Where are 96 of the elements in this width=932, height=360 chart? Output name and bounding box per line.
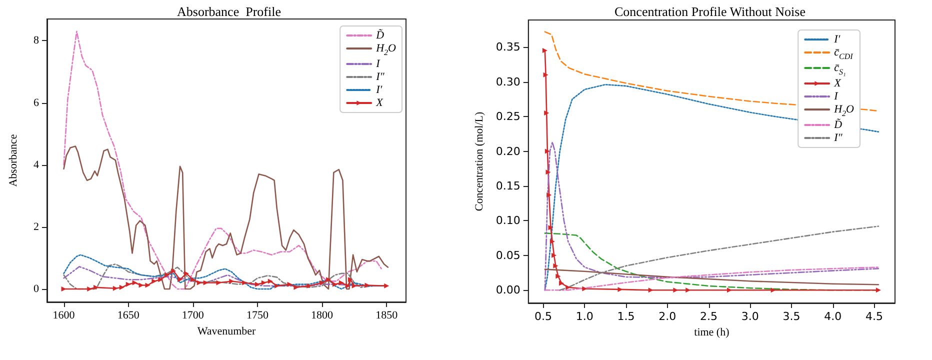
x-tick-label: 2.0 bbox=[658, 310, 676, 323]
legend-label: X bbox=[833, 78, 842, 90]
point bbox=[544, 110, 550, 116]
y-tick-label: 2 bbox=[34, 220, 39, 233]
point bbox=[546, 170, 551, 175]
x-tick-label: 1800 bbox=[311, 310, 334, 322]
legend-label: D̃ bbox=[375, 28, 384, 42]
point bbox=[119, 284, 124, 290]
point bbox=[190, 277, 196, 282]
point bbox=[306, 283, 312, 288]
point bbox=[384, 283, 390, 288]
point bbox=[178, 277, 183, 282]
point bbox=[196, 280, 202, 286]
point bbox=[556, 274, 561, 279]
x-tick-label: 1600 bbox=[52, 310, 76, 322]
legend-label: I′ bbox=[833, 34, 841, 46]
point bbox=[876, 288, 881, 293]
point bbox=[184, 270, 189, 276]
point bbox=[274, 283, 280, 288]
point bbox=[287, 282, 292, 287]
point bbox=[326, 277, 332, 282]
x-axis-title: time (h) bbox=[694, 326, 730, 338]
point bbox=[87, 286, 92, 292]
point bbox=[552, 252, 557, 258]
y-tick-label: 0.05 bbox=[496, 248, 520, 262]
y-tick-label: 0.35 bbox=[496, 40, 520, 54]
x-tick-label: 1700 bbox=[182, 310, 204, 322]
chart-title: Absorbance Profile bbox=[177, 4, 282, 19]
y-axis-title: Absorbance bbox=[8, 134, 20, 187]
point bbox=[542, 48, 548, 54]
legend-label: D̃ bbox=[833, 118, 842, 131]
x-tick-label: 0.5 bbox=[534, 310, 552, 323]
point bbox=[145, 282, 150, 288]
point bbox=[254, 282, 260, 287]
y-tick-label: 0.15 bbox=[496, 179, 520, 192]
point bbox=[352, 283, 357, 288]
point bbox=[566, 284, 571, 290]
legend-label: X bbox=[375, 97, 384, 109]
y-tick-label: 8 bbox=[34, 34, 40, 47]
point bbox=[338, 280, 344, 286]
y-axis-title: Concentration (mol/L) bbox=[474, 112, 486, 212]
point bbox=[112, 286, 118, 291]
line-series bbox=[63, 30, 382, 290]
point bbox=[126, 282, 131, 287]
x-tick-label: 1850 bbox=[376, 310, 398, 322]
x-tick-label: 4.0 bbox=[824, 310, 842, 323]
y-tick-label: 0.10 bbox=[496, 214, 520, 228]
point bbox=[261, 280, 266, 286]
legend-label: I bbox=[375, 58, 382, 70]
x-tick-label: 4.5 bbox=[866, 310, 884, 323]
y-tick-label: 0.25 bbox=[496, 110, 520, 124]
point bbox=[543, 72, 548, 78]
line-series bbox=[544, 266, 880, 291]
point bbox=[548, 225, 554, 230]
y-tick-label: 0.30 bbox=[496, 75, 520, 88]
legend-label: I′ bbox=[375, 84, 383, 96]
line-series bbox=[544, 142, 880, 291]
point bbox=[546, 192, 552, 198]
point bbox=[132, 280, 138, 286]
point bbox=[553, 263, 558, 268]
legend-label: I″ bbox=[833, 132, 843, 144]
point bbox=[268, 278, 273, 284]
point bbox=[203, 280, 208, 286]
point bbox=[558, 280, 564, 286]
point bbox=[294, 284, 299, 290]
x-tick-label: 3.0 bbox=[741, 310, 759, 323]
legend-label: I bbox=[833, 90, 840, 102]
point bbox=[216, 280, 222, 286]
y-tick-label: 0 bbox=[34, 282, 40, 295]
point bbox=[171, 268, 176, 274]
point bbox=[364, 282, 370, 288]
x-tick-label: 1.5 bbox=[617, 310, 635, 323]
point bbox=[544, 148, 550, 154]
point bbox=[345, 283, 350, 288]
y-tick-label: 4 bbox=[34, 158, 40, 171]
point bbox=[550, 239, 555, 244]
point bbox=[158, 277, 164, 282]
y-tick-label: 6 bbox=[34, 96, 40, 109]
line-series bbox=[63, 146, 389, 290]
x-tick-label: 1.0 bbox=[576, 310, 594, 323]
x-tick-label: 2.5 bbox=[700, 310, 718, 323]
y-tick-label: 0.00 bbox=[496, 284, 520, 297]
point bbox=[348, 277, 353, 282]
point bbox=[164, 272, 170, 278]
point bbox=[320, 280, 325, 286]
point bbox=[332, 282, 338, 287]
point bbox=[726, 288, 732, 293]
y-tick-label: 0.20 bbox=[496, 144, 520, 158]
x-tick-label: 3.5 bbox=[782, 310, 800, 323]
x-tick-label: 1750 bbox=[246, 310, 269, 322]
line-series bbox=[544, 268, 880, 286]
legend-label: I″ bbox=[375, 71, 385, 83]
x-tick-label: 1650 bbox=[117, 310, 140, 322]
x-axis-title: Wavenumber bbox=[197, 325, 256, 338]
point bbox=[152, 278, 157, 284]
chart-title: Concentration Profile Without Noise bbox=[614, 4, 806, 19]
